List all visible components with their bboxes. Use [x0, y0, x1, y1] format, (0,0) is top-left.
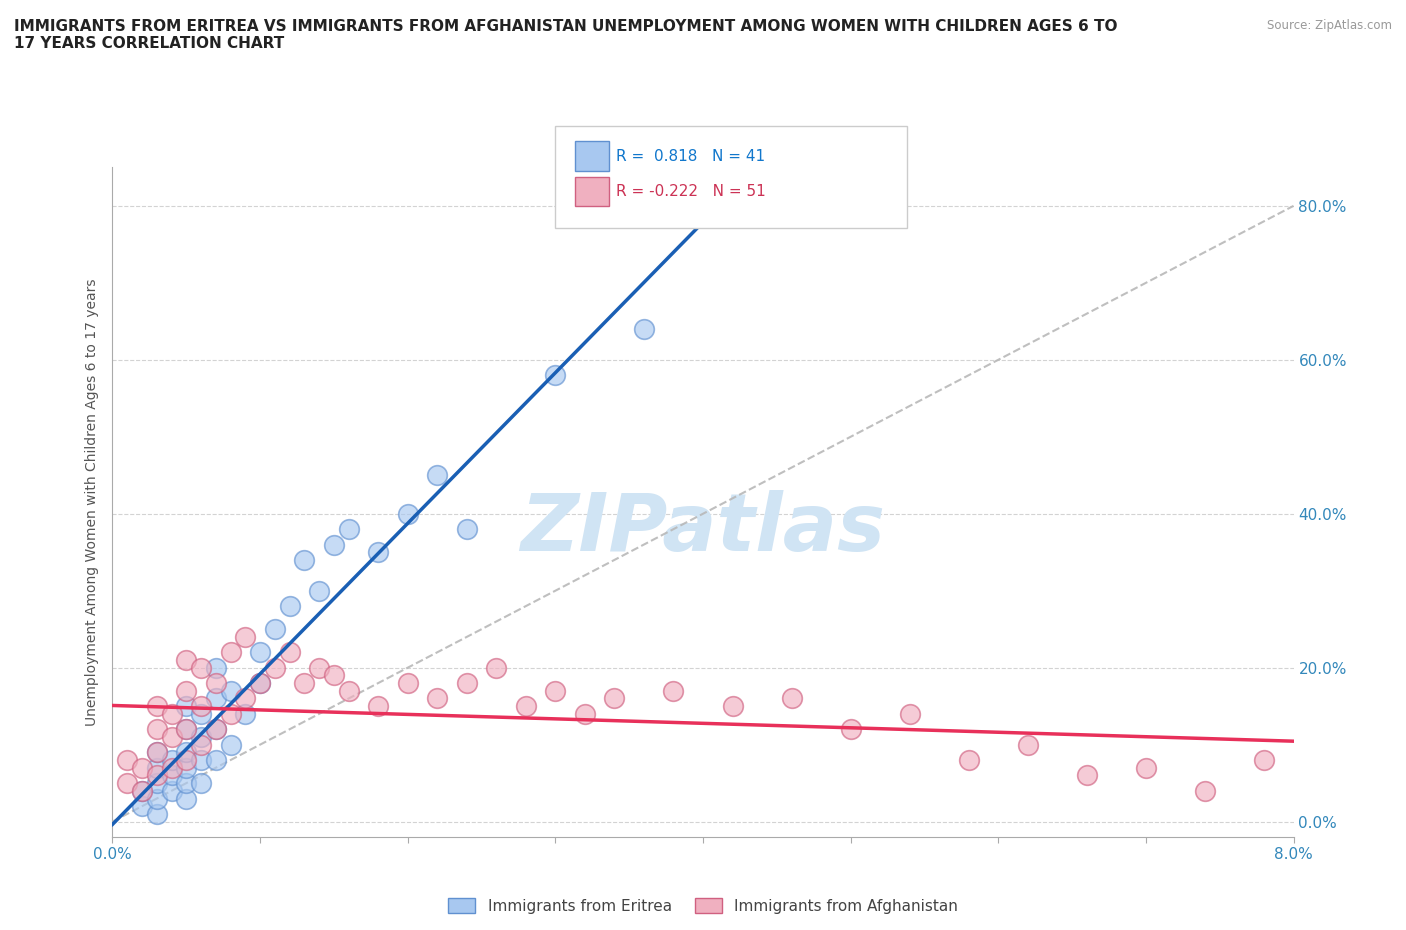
Point — [1253, 752, 1275, 767]
Point — [233, 630, 256, 644]
Point — [174, 653, 197, 668]
Point — [174, 722, 197, 737]
Point — [396, 675, 419, 690]
Point — [323, 538, 346, 552]
Point — [957, 752, 980, 767]
Point — [160, 768, 183, 783]
Point — [174, 752, 197, 767]
Point — [1076, 768, 1098, 783]
Text: R = -0.222   N = 51: R = -0.222 N = 51 — [616, 184, 766, 199]
Point — [190, 729, 212, 744]
Point — [117, 752, 138, 767]
Point — [249, 675, 271, 690]
Point — [205, 691, 228, 706]
Point — [160, 707, 183, 722]
Point — [205, 675, 228, 690]
Point — [219, 684, 242, 698]
Point — [219, 644, 242, 659]
Point — [160, 752, 183, 767]
Point — [249, 644, 271, 659]
Point — [426, 691, 449, 706]
Point — [146, 698, 169, 713]
Point — [174, 761, 197, 776]
Point — [205, 722, 228, 737]
Point — [160, 783, 183, 798]
Point — [544, 684, 567, 698]
Point — [205, 660, 228, 675]
Point — [131, 783, 153, 798]
Point — [205, 722, 228, 737]
Point — [264, 622, 287, 637]
Text: Source: ZipAtlas.com: Source: ZipAtlas.com — [1267, 19, 1392, 32]
Point — [367, 698, 389, 713]
Point — [456, 522, 478, 537]
Point — [146, 791, 169, 806]
Point — [278, 644, 301, 659]
Legend: Immigrants from Eritrea, Immigrants from Afghanistan: Immigrants from Eritrea, Immigrants from… — [441, 892, 965, 920]
Point — [292, 675, 315, 690]
Point — [1017, 737, 1039, 752]
Point — [264, 660, 287, 675]
Point — [190, 660, 212, 675]
Point — [249, 675, 271, 690]
Point — [190, 752, 212, 767]
Point — [337, 684, 360, 698]
Point — [367, 545, 389, 560]
Point — [160, 761, 183, 776]
Point — [721, 698, 744, 713]
Point — [1135, 761, 1157, 776]
Point — [174, 745, 197, 760]
Point — [190, 737, 212, 752]
Text: ZIPatlas: ZIPatlas — [520, 490, 886, 568]
Point — [190, 707, 212, 722]
Point — [146, 806, 169, 821]
Point — [174, 722, 197, 737]
Point — [544, 367, 567, 382]
Point — [131, 799, 153, 814]
Point — [146, 745, 169, 760]
Point — [233, 707, 256, 722]
Point — [308, 660, 330, 675]
Point — [205, 752, 228, 767]
Point — [160, 729, 183, 744]
Point — [131, 783, 153, 798]
Point — [898, 707, 921, 722]
Point — [219, 737, 242, 752]
Point — [174, 684, 197, 698]
Point — [174, 698, 197, 713]
Point — [146, 776, 169, 790]
Point — [574, 707, 596, 722]
Point — [174, 791, 197, 806]
Point — [633, 322, 655, 337]
Point — [456, 675, 478, 690]
Point — [146, 768, 169, 783]
Point — [839, 722, 862, 737]
Point — [426, 468, 449, 483]
Text: IMMIGRANTS FROM ERITREA VS IMMIGRANTS FROM AFGHANISTAN UNEMPLOYMENT AMONG WOMEN : IMMIGRANTS FROM ERITREA VS IMMIGRANTS FR… — [14, 19, 1118, 51]
Point — [515, 698, 537, 713]
Point — [308, 583, 330, 598]
Y-axis label: Unemployment Among Women with Children Ages 6 to 17 years: Unemployment Among Women with Children A… — [86, 278, 100, 726]
Point — [1194, 783, 1216, 798]
Point — [190, 698, 212, 713]
Point — [233, 691, 256, 706]
Point — [485, 660, 508, 675]
Text: R =  0.818   N = 41: R = 0.818 N = 41 — [616, 149, 765, 164]
Point — [190, 776, 212, 790]
Point — [146, 745, 169, 760]
Point — [146, 722, 169, 737]
Point — [174, 776, 197, 790]
Point — [337, 522, 360, 537]
Point — [603, 691, 626, 706]
Point — [219, 707, 242, 722]
Point — [396, 506, 419, 521]
Point — [323, 668, 346, 683]
Point — [146, 761, 169, 776]
Point — [131, 761, 153, 776]
Point — [662, 684, 685, 698]
Point — [292, 552, 315, 567]
Point — [780, 691, 803, 706]
Point — [278, 599, 301, 614]
Point — [117, 776, 138, 790]
